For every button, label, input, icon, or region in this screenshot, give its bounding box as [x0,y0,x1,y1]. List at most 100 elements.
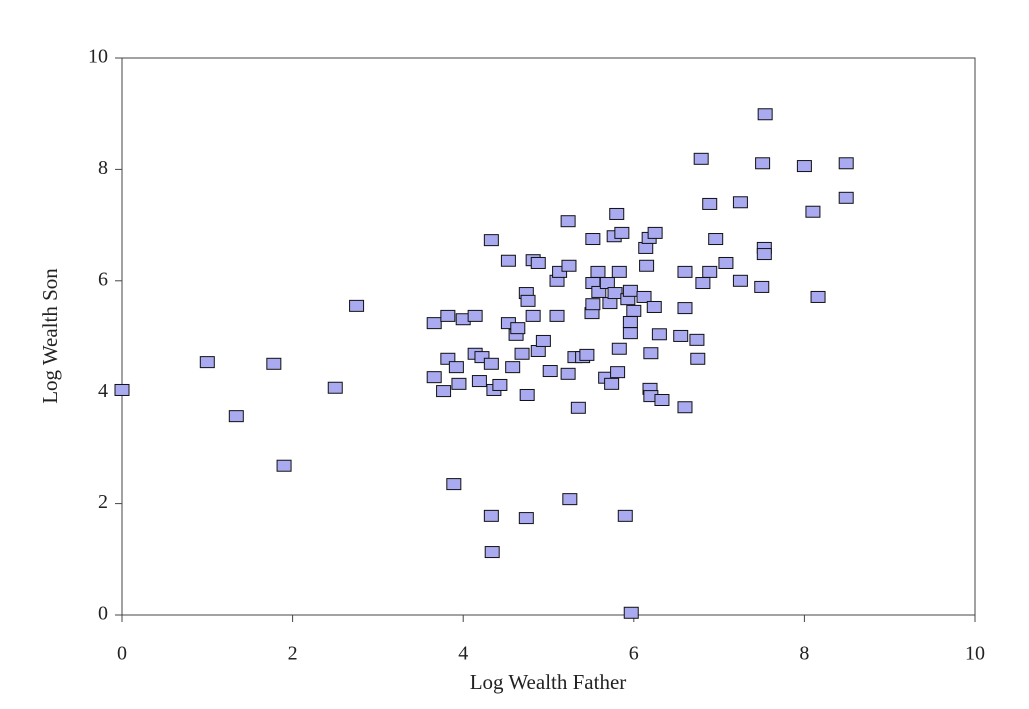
point [654,393,670,406]
y-tick-label: 4 [98,380,108,402]
point [732,274,748,287]
point [467,309,483,322]
point [622,284,638,297]
point [525,309,541,322]
point [560,367,576,380]
point [440,309,456,322]
point [732,196,748,209]
point [505,361,521,374]
point [535,334,551,347]
y-axis-title: Log Wealth Son [38,268,62,404]
x-axis-title: Log Wealth Father [470,670,627,694]
point [590,265,606,278]
point [549,309,565,322]
point [562,493,578,506]
point [607,287,623,300]
point [602,297,618,310]
plot-frame [121,57,976,616]
point [695,277,711,290]
point [492,378,508,391]
point [756,248,772,261]
x-tick-label: 0 [117,643,127,665]
point [591,285,607,298]
point [626,304,642,317]
x-tick-label: 6 [629,643,639,665]
point [702,197,718,210]
point [754,280,770,293]
point [436,385,452,398]
point [552,265,568,278]
point [757,108,773,121]
point [518,512,534,525]
point [484,546,500,559]
point [448,361,464,374]
point [349,299,365,312]
point [514,347,530,360]
point [579,348,595,361]
point [677,401,693,414]
point [677,265,693,278]
point [610,366,626,379]
point [561,259,577,272]
y-tick-label: 8 [98,157,108,179]
point [673,329,689,342]
point [585,298,601,311]
point [483,509,499,522]
point [199,356,215,369]
point [530,256,546,269]
point [530,344,546,357]
point [500,254,516,267]
x-tick-label: 4 [458,643,468,665]
point [266,357,282,370]
point [623,606,639,619]
point [114,383,130,396]
point [440,352,456,365]
point [510,322,526,335]
point [677,302,693,315]
point [689,333,705,346]
point [718,256,734,269]
point [708,233,724,246]
point [639,259,655,272]
point [446,478,462,491]
point [693,152,709,165]
point [609,207,625,220]
point [702,265,718,278]
point [604,377,620,390]
point [426,371,442,384]
point [426,317,442,330]
point [614,226,630,239]
y-tick-label: 2 [98,491,108,513]
point [542,365,558,378]
point [228,410,244,423]
y-tick-label: 6 [98,268,108,290]
point [643,347,659,360]
point [617,509,633,522]
y-tick-label: 0 [98,603,108,625]
point [483,357,499,370]
point [599,277,615,290]
point [611,265,627,278]
point [651,328,667,341]
point [622,316,638,329]
point [810,290,826,303]
point [520,294,536,307]
point [474,351,490,364]
point [636,290,652,303]
point [611,342,627,355]
point [519,388,535,401]
point [483,234,499,247]
point [560,215,576,228]
point [647,226,663,239]
point [755,157,771,170]
point [638,241,654,254]
x-tick-label: 2 [288,643,298,665]
point [451,377,467,390]
point [585,233,601,246]
point [327,381,343,394]
point [622,327,638,340]
x-tick-label: 10 [965,643,985,665]
point [471,375,487,388]
point [570,401,586,414]
